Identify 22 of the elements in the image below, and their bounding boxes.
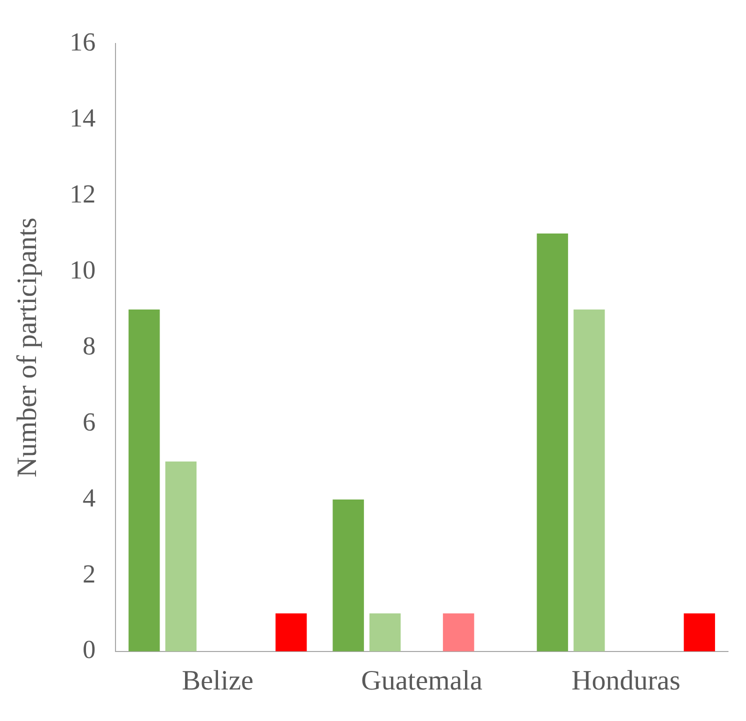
y-tick-label: 16	[70, 27, 96, 56]
bar	[332, 499, 364, 652]
y-tick-label: 6	[82, 407, 96, 436]
x-tick-label: Guatemala	[361, 666, 483, 697]
y-axis-title: Number of participants	[12, 218, 44, 478]
y-tick-label: 10	[70, 255, 96, 284]
bar	[536, 234, 568, 652]
y-tick-label: 2	[82, 559, 96, 588]
y-tick-label: 0	[82, 635, 96, 664]
bar	[442, 613, 474, 652]
y-tick-label: 12	[70, 179, 96, 208]
y-tick-label: 8	[82, 331, 96, 360]
bar	[128, 310, 160, 652]
y-tick-label: 4	[82, 483, 96, 512]
bar	[165, 461, 197, 652]
bar	[574, 310, 605, 652]
bar	[276, 613, 307, 652]
bar	[684, 613, 716, 652]
bar	[369, 613, 401, 652]
x-tick-label: Belize	[182, 666, 254, 697]
x-tick-label: Honduras	[571, 666, 680, 697]
y-tick-label: 14	[70, 103, 96, 132]
